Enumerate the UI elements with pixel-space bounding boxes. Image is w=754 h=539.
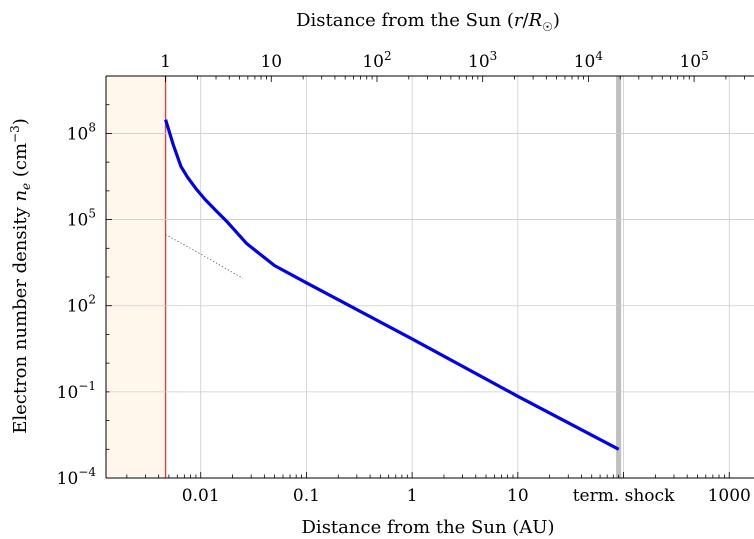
density-series-line	[164, 119, 620, 451]
y-tick-label: 10−4	[57, 465, 97, 489]
grid-layer	[106, 76, 754, 479]
sun-interior-region	[106, 76, 166, 478]
x-tick-label: 10	[507, 486, 529, 506]
y-axis-label: Electron number density ne (cm−3)	[8, 118, 33, 434]
termination-shock-band	[616, 76, 622, 478]
y-tick-label: 105	[67, 207, 96, 231]
y-tick-label: 102	[67, 293, 96, 317]
x-axis-label: Distance from the Sun (AU)	[302, 517, 555, 538]
y-tick-label: 108	[67, 120, 96, 144]
x2-tick-label: 1	[160, 52, 171, 72]
x2-tick-label: 102	[362, 49, 391, 72]
x2-tick-label: 104	[574, 49, 604, 72]
shading-layer	[106, 76, 622, 478]
series-layer	[164, 119, 620, 451]
x-tick-label: 0.1	[293, 486, 320, 506]
x2-tick-label: 103	[468, 49, 497, 72]
label-layer: Distance from the Sun (AU) Distance from…	[8, 10, 751, 538]
x2-tick-label: 105	[679, 49, 708, 72]
x-tick-label: 1	[407, 486, 418, 506]
x-tick-label: term. shock	[573, 486, 675, 506]
x-tick-label: 1000	[708, 486, 751, 506]
axes-layer	[105, 75, 754, 479]
x2-tick-label: 10	[260, 52, 282, 72]
dotted-series-line	[165, 234, 244, 279]
x-tick-label: 0.01	[182, 486, 220, 506]
x2-axis-label: Distance from the Sun (r/R☉)	[296, 10, 560, 34]
y-tick-label: 10−1	[57, 379, 96, 403]
